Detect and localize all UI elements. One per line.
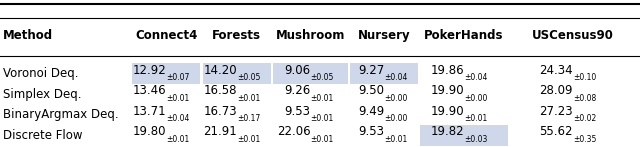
Text: Nursery: Nursery xyxy=(358,29,410,42)
Text: 13.71: 13.71 xyxy=(132,105,166,118)
Text: 9.27: 9.27 xyxy=(358,64,384,76)
Text: USCensus90: USCensus90 xyxy=(532,29,614,42)
Text: ±0.01: ±0.01 xyxy=(310,94,333,103)
Text: ±0.01: ±0.01 xyxy=(166,94,189,103)
Text: ±0.01: ±0.01 xyxy=(464,114,487,123)
Text: Mushroom: Mushroom xyxy=(276,29,345,42)
Text: ±0.05: ±0.05 xyxy=(237,73,260,82)
Text: ±0.04: ±0.04 xyxy=(384,73,408,82)
Text: 55.62: 55.62 xyxy=(540,125,573,138)
Text: ±0.04: ±0.04 xyxy=(464,73,488,82)
Text: 9.06: 9.06 xyxy=(284,64,310,76)
Text: 24.34: 24.34 xyxy=(539,64,573,76)
Text: 9.49: 9.49 xyxy=(358,105,384,118)
FancyBboxPatch shape xyxy=(132,63,200,84)
Text: BinaryArgmax Deq.: BinaryArgmax Deq. xyxy=(3,108,119,121)
Text: 19.90: 19.90 xyxy=(430,105,464,118)
Text: 16.58: 16.58 xyxy=(204,84,237,97)
Text: ±0.17: ±0.17 xyxy=(237,114,260,123)
Text: 19.80: 19.80 xyxy=(133,125,166,138)
Text: PokerHands: PokerHands xyxy=(424,29,504,42)
Text: 16.73: 16.73 xyxy=(203,105,237,118)
Text: 22.06: 22.06 xyxy=(276,125,310,138)
Text: Connect4: Connect4 xyxy=(135,29,198,42)
Text: 9.53: 9.53 xyxy=(284,105,310,118)
Text: ±0.00: ±0.00 xyxy=(384,94,408,103)
Text: ±0.02: ±0.02 xyxy=(573,114,596,123)
Text: ±0.07: ±0.07 xyxy=(166,73,190,82)
Text: ±0.03: ±0.03 xyxy=(464,135,488,144)
Text: ±0.00: ±0.00 xyxy=(464,94,488,103)
FancyBboxPatch shape xyxy=(420,125,508,146)
Text: 9.53: 9.53 xyxy=(358,125,384,138)
Text: 9.50: 9.50 xyxy=(358,84,384,97)
Text: ±0.35: ±0.35 xyxy=(573,135,596,144)
Text: 9.26: 9.26 xyxy=(284,84,310,97)
Text: ±0.05: ±0.05 xyxy=(310,73,334,82)
Text: ±0.04: ±0.04 xyxy=(166,114,190,123)
Text: 12.92: 12.92 xyxy=(132,64,166,76)
Text: ±0.01: ±0.01 xyxy=(237,94,260,103)
Text: ±0.01: ±0.01 xyxy=(237,135,260,144)
Text: Voronoi Deq.: Voronoi Deq. xyxy=(3,67,79,80)
Text: Method: Method xyxy=(3,29,53,42)
FancyBboxPatch shape xyxy=(203,63,271,84)
Text: ±0.08: ±0.08 xyxy=(573,94,596,103)
FancyBboxPatch shape xyxy=(273,63,348,84)
Text: ±0.00: ±0.00 xyxy=(384,114,408,123)
Text: 21.91: 21.91 xyxy=(203,125,237,138)
Text: 27.23: 27.23 xyxy=(539,105,573,118)
Text: ±0.01: ±0.01 xyxy=(310,135,333,144)
Text: 13.46: 13.46 xyxy=(132,84,166,97)
Text: Discrete Flow: Discrete Flow xyxy=(3,129,83,142)
Text: 14.20: 14.20 xyxy=(203,64,237,76)
Text: Simplex Deq.: Simplex Deq. xyxy=(3,88,82,101)
Text: ±0.01: ±0.01 xyxy=(166,135,189,144)
Text: 19.90: 19.90 xyxy=(430,84,464,97)
FancyBboxPatch shape xyxy=(350,63,418,84)
Text: ±0.01: ±0.01 xyxy=(384,135,407,144)
Text: ±0.01: ±0.01 xyxy=(310,114,333,123)
Text: 19.82: 19.82 xyxy=(430,125,464,138)
Text: Forests: Forests xyxy=(212,29,261,42)
Text: 28.09: 28.09 xyxy=(540,84,573,97)
Text: ±0.10: ±0.10 xyxy=(573,73,596,82)
Text: 19.86: 19.86 xyxy=(430,64,464,76)
